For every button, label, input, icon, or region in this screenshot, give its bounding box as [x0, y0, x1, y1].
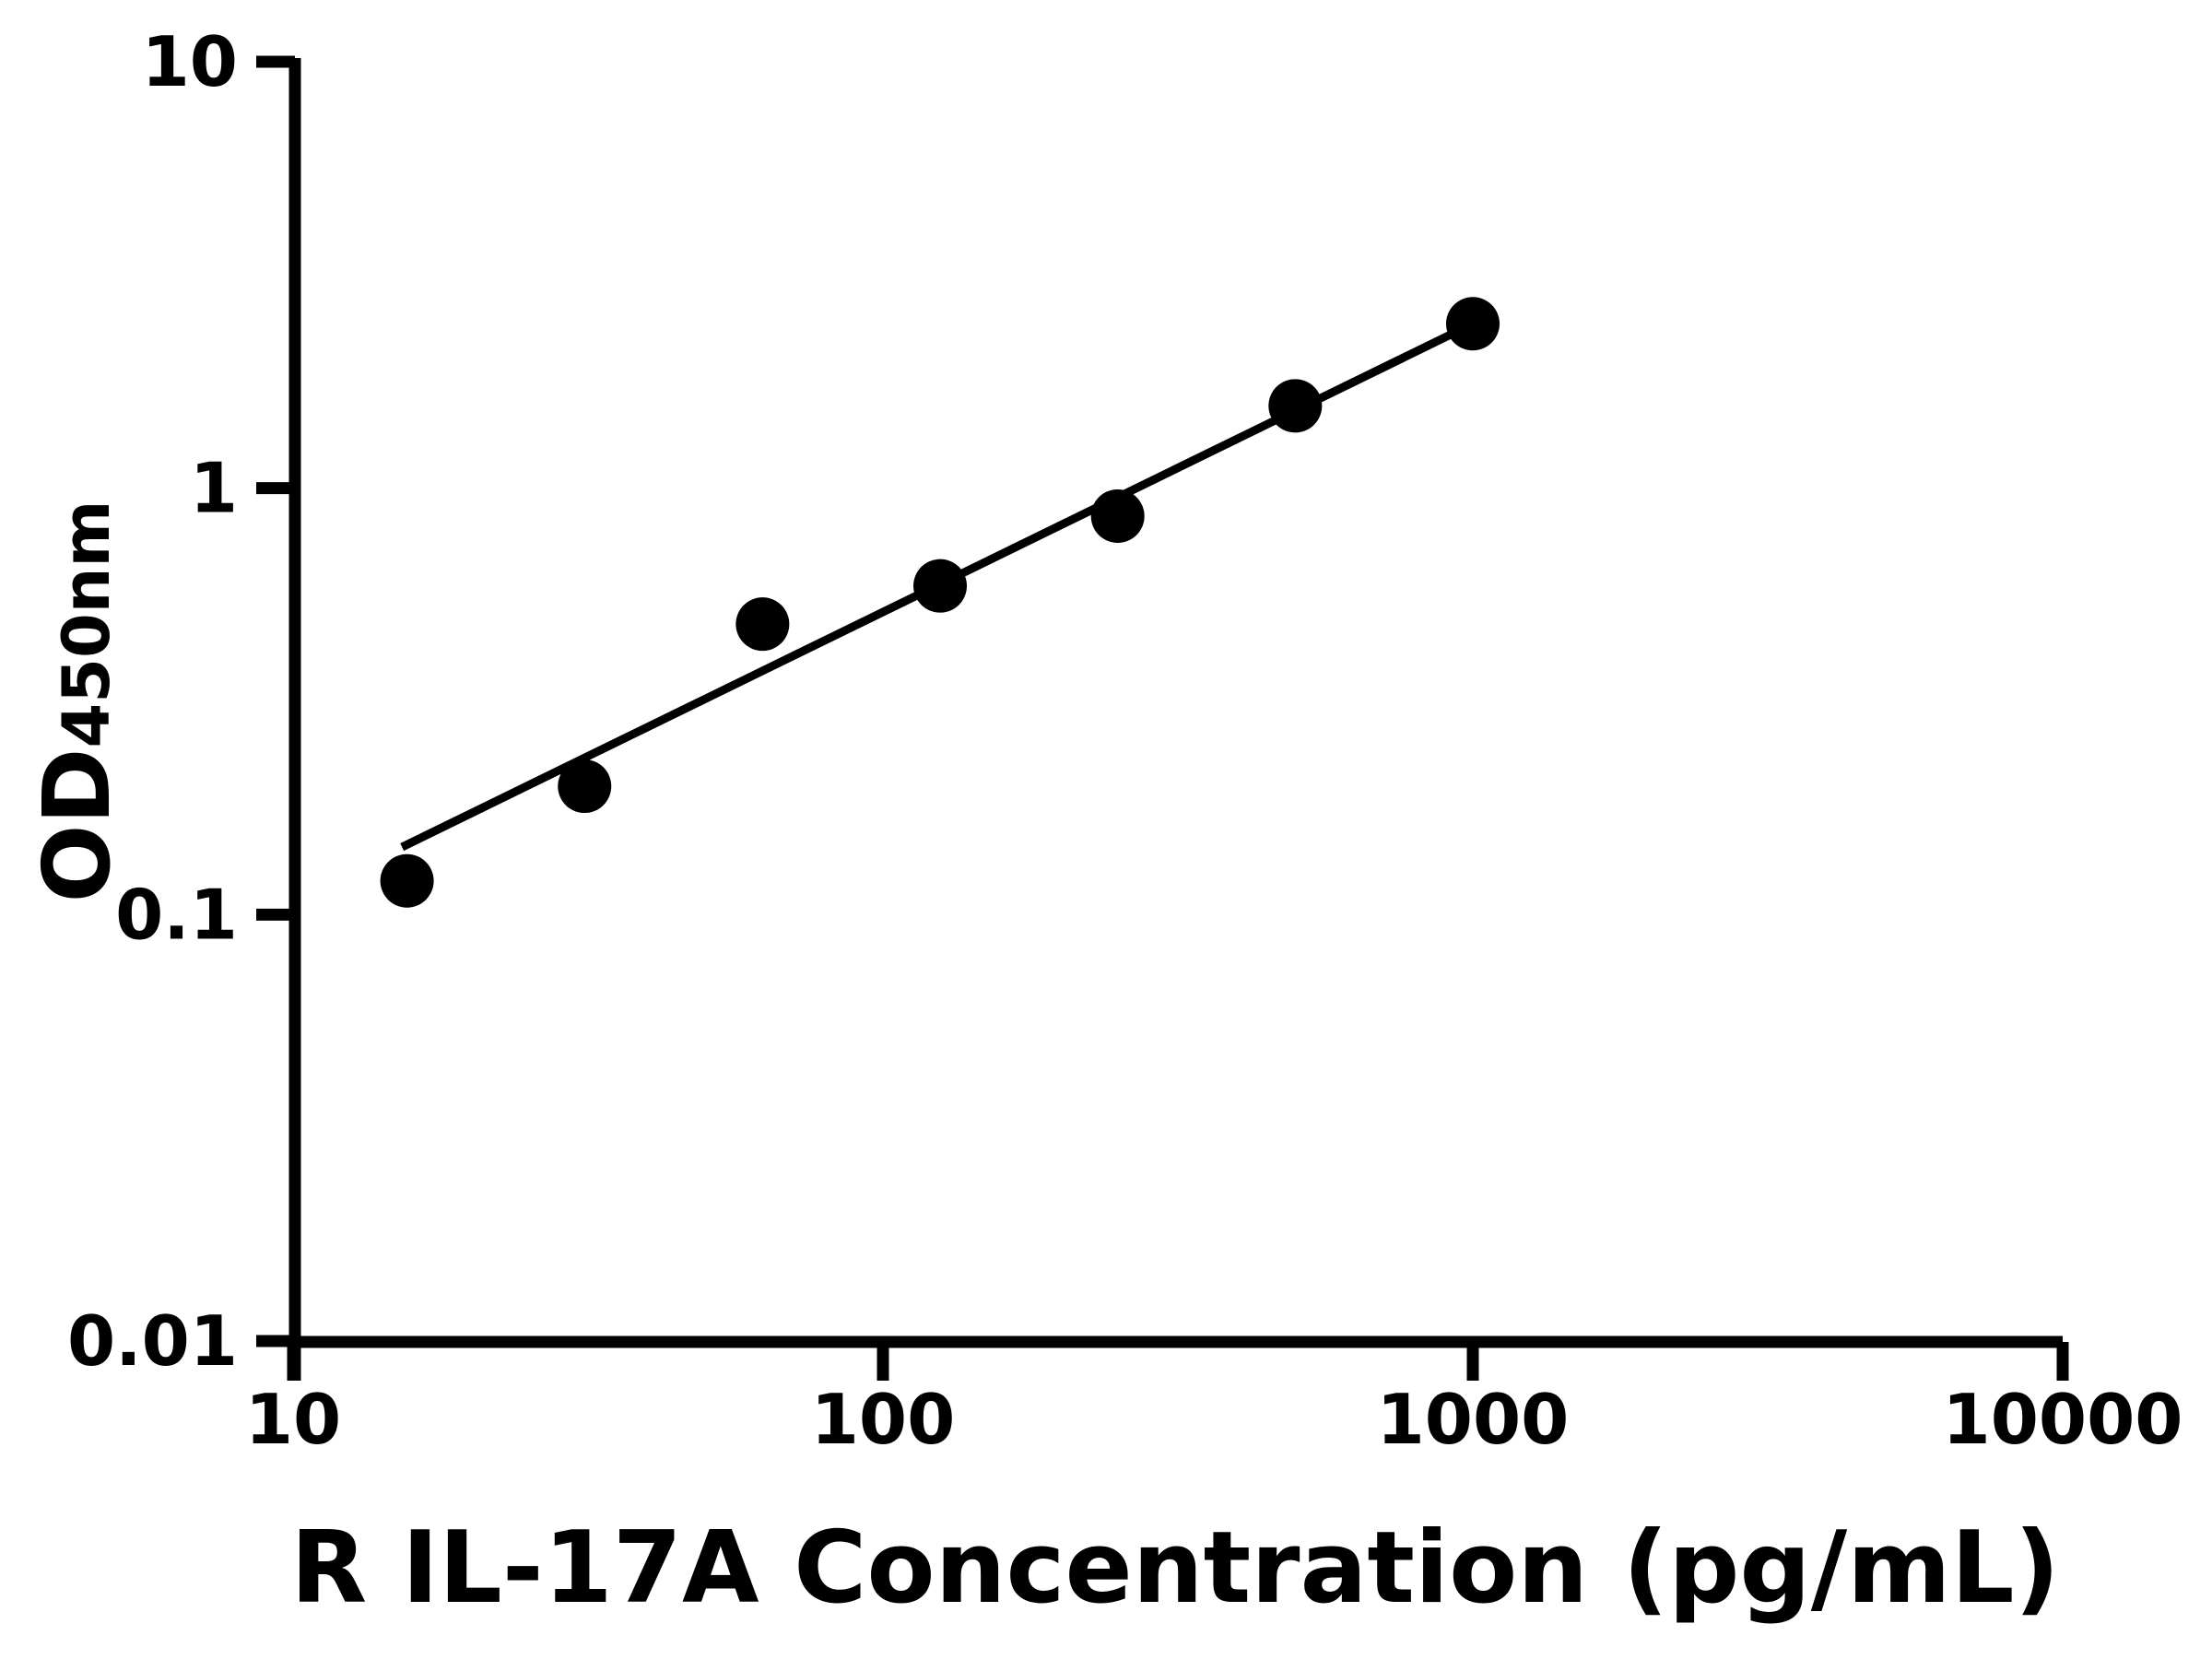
- data-point: [735, 597, 790, 652]
- y-axis-title-main: OD: [23, 747, 131, 902]
- data-point: [380, 853, 434, 908]
- axes: [256, 55, 2069, 1381]
- y-axis-title-sub: 450nm: [49, 500, 124, 748]
- data-point: [1268, 379, 1323, 433]
- tick-labels: 0.01 0.1 1 10 10 100 1000 10000: [67, 21, 2183, 1460]
- y-tick-label: 1: [190, 448, 238, 529]
- data-point: [913, 559, 968, 613]
- data-point: [1090, 488, 1145, 543]
- data-series: [380, 297, 1500, 908]
- x-tick-label: 100: [811, 1379, 956, 1460]
- x-tick-label: 10000: [1943, 1379, 2183, 1460]
- y-axis-title: OD450nm: [23, 500, 131, 903]
- x-tick-label: 1000: [1377, 1379, 1570, 1460]
- y-tick-label: 0.1: [115, 874, 238, 955]
- y-tick-label: 10: [142, 21, 238, 102]
- x-axis-title: R IL-17A Concentration (pg/mL): [290, 1511, 2060, 1626]
- data-point: [1446, 297, 1500, 351]
- data-point: [558, 759, 612, 814]
- y-tick-label: 0.01: [67, 1300, 238, 1382]
- x-tick-label: 10: [245, 1379, 341, 1460]
